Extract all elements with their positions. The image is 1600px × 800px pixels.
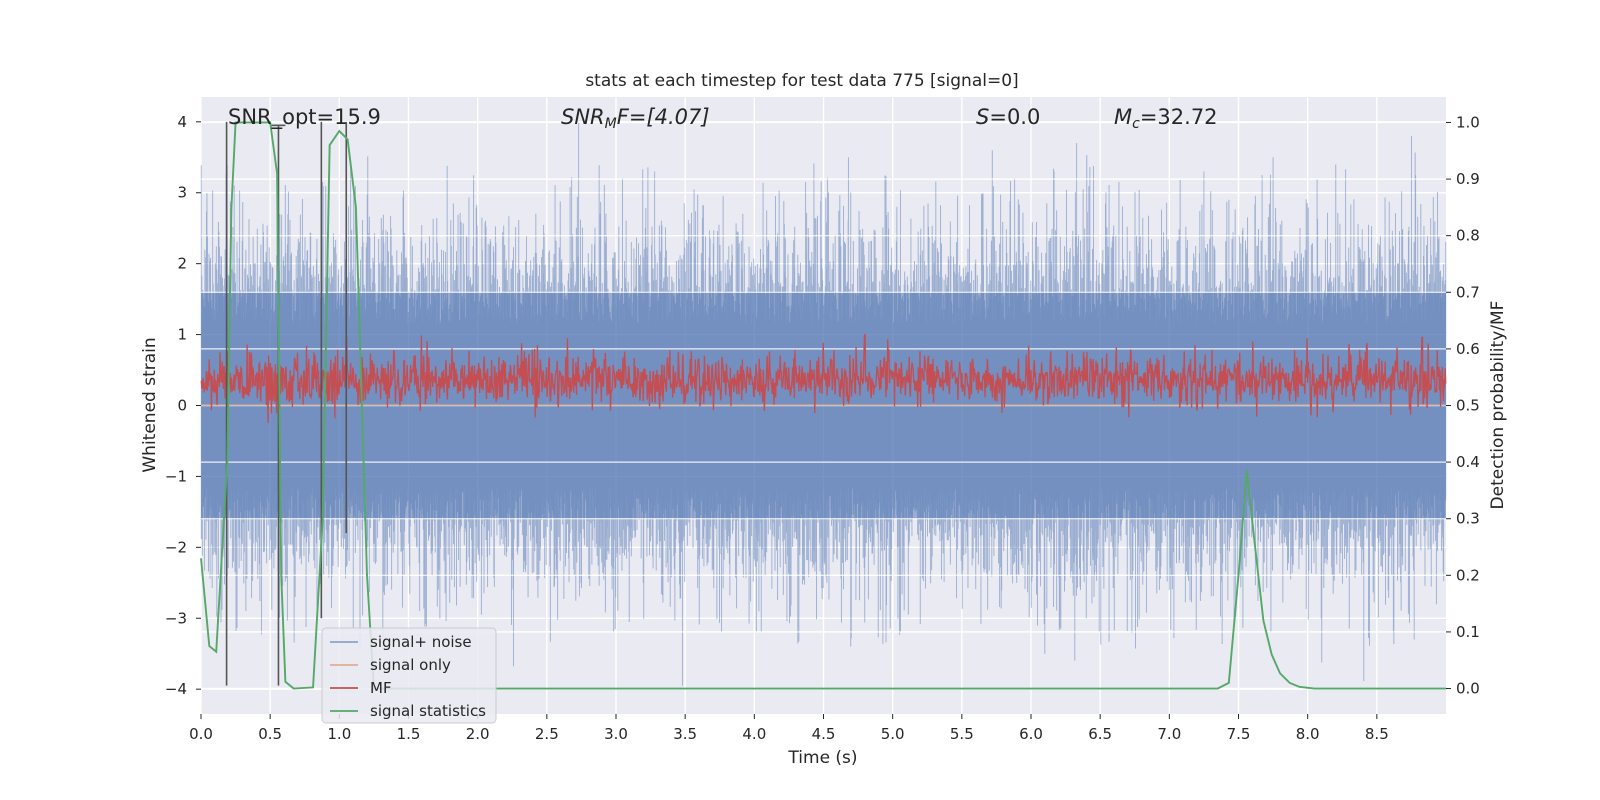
y2-tick-label: 0.0 bbox=[1456, 680, 1480, 698]
x-tick-label: 8.0 bbox=[1296, 725, 1320, 743]
legend-box bbox=[321, 627, 497, 724]
x-tick-label: 3.0 bbox=[604, 725, 628, 743]
x-tick-label: 2.0 bbox=[466, 725, 490, 743]
y2-tick-label: 0.9 bbox=[1456, 170, 1480, 188]
y2-tick-label: 1.0 bbox=[1456, 113, 1480, 131]
y-tick-label: −1 bbox=[165, 467, 187, 485]
x-tick-label: 0.0 bbox=[189, 725, 213, 743]
legend-label: signal only bbox=[370, 656, 451, 674]
snr-mf-value: F=[4.07] bbox=[617, 105, 710, 129]
series-mf bbox=[200, 334, 1447, 424]
x-tick-label: 6.5 bbox=[1088, 725, 1112, 743]
snr-mf-symbol: SNR bbox=[561, 105, 605, 129]
x-tick-label: 1.0 bbox=[327, 725, 351, 743]
x-tick-label: 7.0 bbox=[1157, 725, 1181, 743]
legend-label: signal statistics bbox=[370, 702, 486, 720]
snr-opt-annotation: SNR_opt=15.9 bbox=[228, 105, 381, 130]
axis-ticks: 0.0 0.5 1.0 1.5 2.0 2.5 3.0 3.5 4.0 4.5 5.0 5.5 6.0 6… bbox=[165, 113, 1480, 743]
y2-tick-label: 0.2 bbox=[1456, 566, 1480, 584]
mc-annotation: Mc=32.72 bbox=[1114, 105, 1218, 132]
y2-tick-label: 0.1 bbox=[1456, 623, 1480, 641]
legend-label: signal+ noise bbox=[370, 633, 472, 651]
s-symbol: S bbox=[976, 105, 989, 129]
y2-tick-label: 0.6 bbox=[1456, 340, 1480, 358]
y2-tick-label: 0.5 bbox=[1456, 397, 1480, 415]
y-axis-label: Whitened strain bbox=[140, 337, 160, 472]
x-tick-label: 4.0 bbox=[742, 725, 766, 743]
x-tick-label: 2.5 bbox=[535, 725, 559, 743]
x-tick-label: 5.5 bbox=[950, 725, 974, 743]
s-annotation: S=0.0 bbox=[976, 105, 1040, 129]
y-tick-label: 3 bbox=[177, 184, 187, 202]
x-tick-label: 5.0 bbox=[881, 725, 905, 743]
y-tick-label: 0 bbox=[177, 397, 187, 415]
series-signal-statistics bbox=[200, 121, 1446, 690]
y-tick-label: 2 bbox=[177, 255, 187, 273]
y2-tick-label: 0.8 bbox=[1456, 227, 1480, 245]
x-tick-label: 7.5 bbox=[1227, 725, 1251, 743]
mc-value: =32.72 bbox=[1140, 105, 1218, 129]
y-tick-label: −3 bbox=[165, 609, 187, 627]
y-tick-label: 4 bbox=[177, 113, 187, 131]
y-tick-label: 1 bbox=[177, 326, 187, 344]
y2-tick-label: 0.3 bbox=[1456, 510, 1480, 528]
mc-subscript: c bbox=[1132, 116, 1140, 132]
x-tick-label: 4.5 bbox=[812, 725, 836, 743]
x-tick-label: 6.0 bbox=[1019, 725, 1043, 743]
legend-label: MF bbox=[370, 679, 392, 697]
x-tick-label: 8.5 bbox=[1365, 725, 1389, 743]
s-value: =0.0 bbox=[989, 105, 1040, 129]
y2-tick-label: 0.4 bbox=[1456, 453, 1480, 471]
y-tick-label: −4 bbox=[165, 680, 187, 698]
annotations: SNR_opt=15.9 SNRMF=[4.07] S=0.0 Mc=32.72 bbox=[228, 105, 1218, 132]
legend: signal+ noise signal only MF signal statist… bbox=[321, 627, 497, 724]
x-tick-label: 1.5 bbox=[397, 725, 421, 743]
x-tick-label: 3.5 bbox=[673, 725, 697, 743]
series-layer bbox=[200, 121, 1447, 690]
x-tick-label: 0.5 bbox=[258, 725, 282, 743]
y2-tick-label: 0.7 bbox=[1456, 283, 1480, 301]
x-axis-label: Time (s) bbox=[787, 748, 857, 768]
mc-symbol: M bbox=[1114, 105, 1132, 129]
y2-axis-label: Detection probability/MF bbox=[1488, 301, 1508, 510]
snr-mf-annotation: SNRMF=[4.07] bbox=[561, 105, 710, 132]
y-tick-label: −2 bbox=[165, 538, 187, 556]
chart-title: stats at each timestep for test data 775… bbox=[585, 71, 1018, 91]
snr-mf-subscript: M bbox=[605, 116, 617, 132]
